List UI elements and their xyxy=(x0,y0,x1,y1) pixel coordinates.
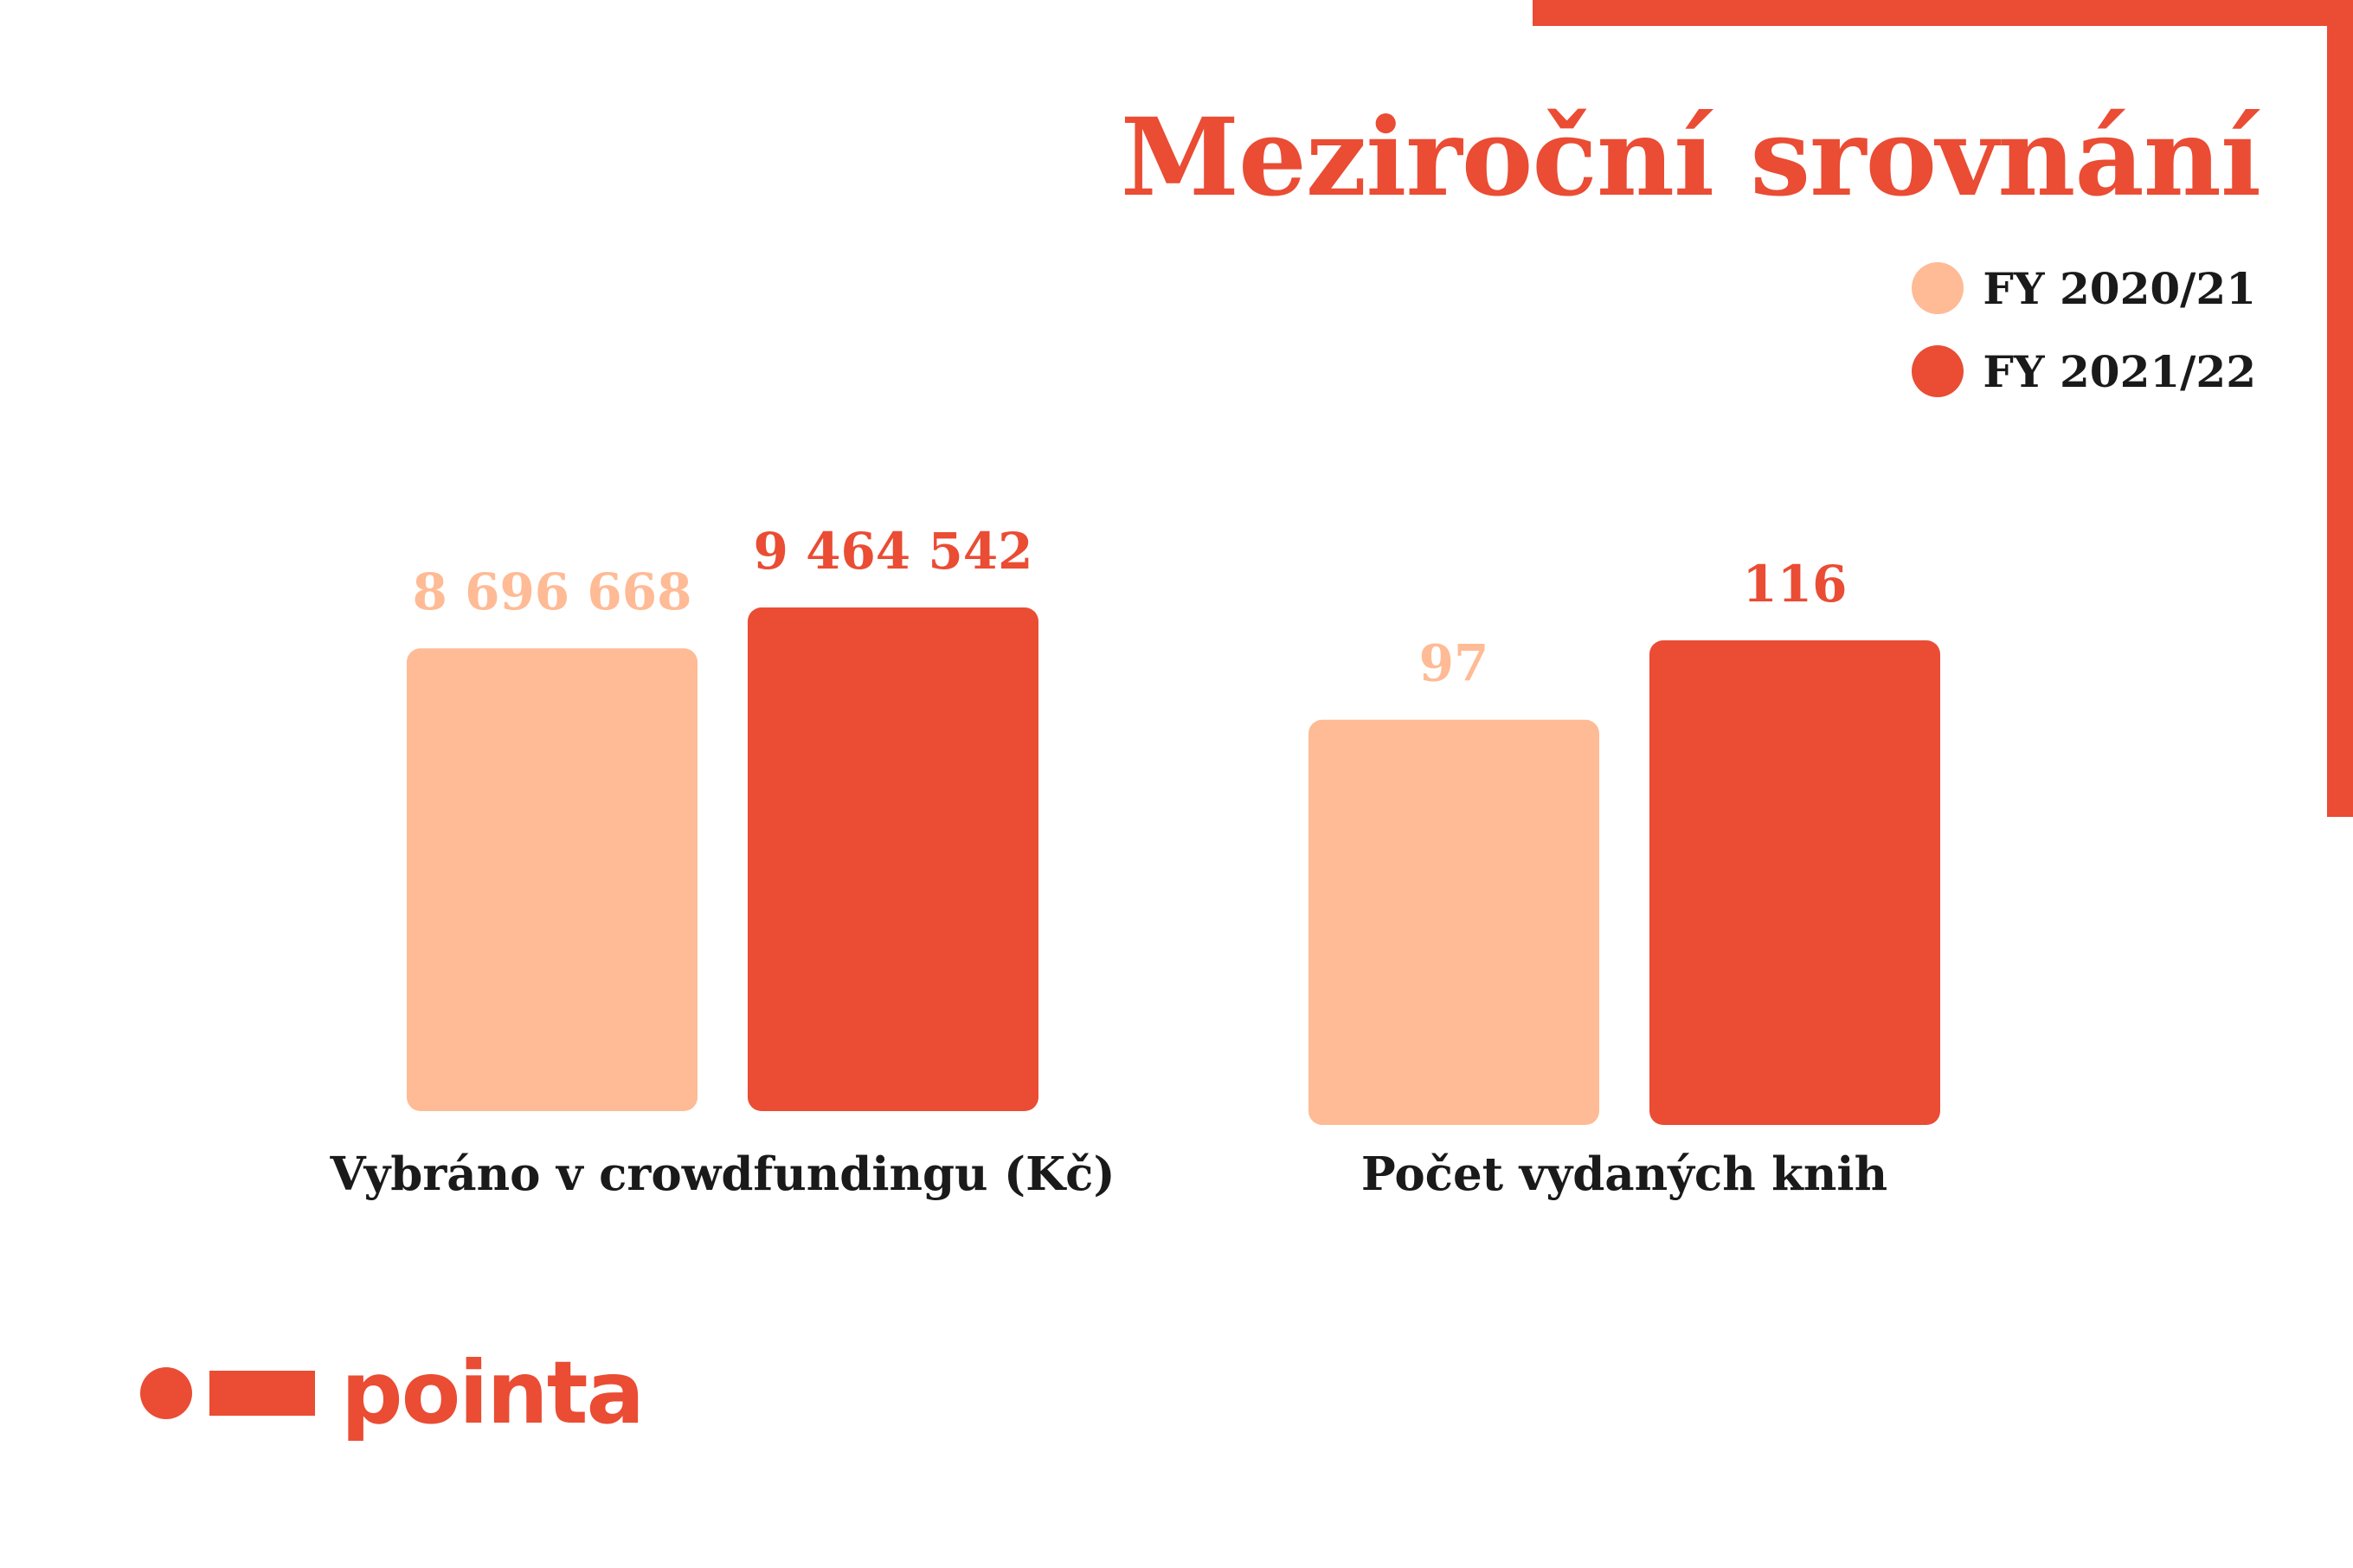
bar-value-label-g0-s0: 8 696 668 xyxy=(413,562,692,621)
legend-swatch-fy2020 xyxy=(1912,262,1964,314)
bar-g1-s0 xyxy=(1308,719,1599,1125)
logo-text: pointa xyxy=(341,1342,645,1443)
logo-dot xyxy=(140,1367,192,1419)
legend-item-fy2020: FY 2020/21 xyxy=(1912,247,2256,330)
bar-g1-s1 xyxy=(1649,640,1940,1125)
logo-dash xyxy=(209,1371,315,1416)
category-label-0: Vybráno v crowdfundingu (Kč) xyxy=(329,1147,1115,1201)
legend-label-fy2021: FY 2021/22 xyxy=(1983,345,2256,397)
legend: FY 2020/21 FY 2021/22 xyxy=(1912,247,2256,413)
bar-g0-s1 xyxy=(748,607,1038,1111)
category-label-1: Počet vydaných knih xyxy=(1361,1147,1887,1201)
chart-title: Meziroční srovnání xyxy=(1120,95,2261,221)
pointa-logo: pointa xyxy=(140,1342,645,1443)
legend-label-fy2020: FY 2020/21 xyxy=(1983,262,2256,314)
corner-frame-right xyxy=(2327,0,2353,817)
bar-value-label-g1-s0: 97 xyxy=(1419,634,1489,693)
bar-value-label-g1-s1: 116 xyxy=(1742,555,1847,614)
legend-item-fy2021: FY 2021/22 xyxy=(1912,330,2256,413)
legend-swatch-fy2021 xyxy=(1912,345,1964,397)
corner-frame-top xyxy=(1533,0,2353,26)
bar-value-label-g0-s1: 9 464 542 xyxy=(754,522,1033,581)
bar-g0-s0 xyxy=(407,648,698,1111)
